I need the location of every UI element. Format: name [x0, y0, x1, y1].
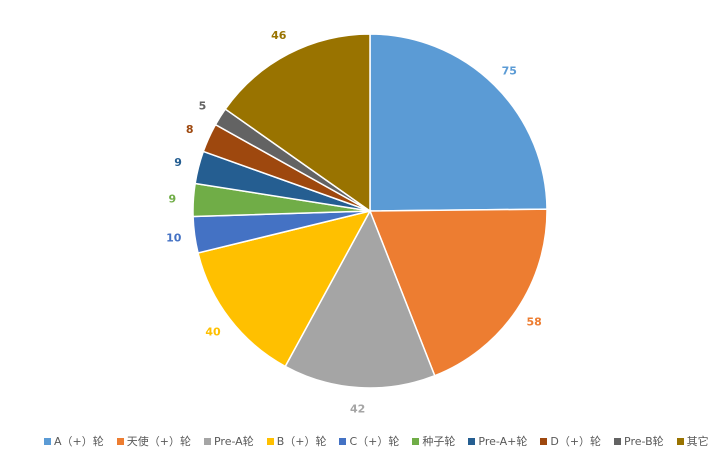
data-label: 8 [186, 123, 194, 136]
pie-slice-9 [224, 33, 371, 213]
legend-label: 种子轮 [422, 435, 456, 448]
legend-swatch [676, 437, 684, 445]
legend-label: Pre-A+轮 [478, 435, 528, 448]
legend-item: Pre-A+轮 [468, 433, 527, 449]
legend-label: D（+）轮 [550, 435, 602, 448]
legend-swatch [540, 437, 548, 445]
legend-swatch [468, 437, 476, 445]
legend-label: B（+）轮 [276, 435, 327, 448]
legend-swatch [203, 437, 211, 445]
data-label: 75 [502, 64, 517, 77]
data-label: 58 [527, 316, 542, 329]
legend-swatch [116, 437, 124, 445]
legend-swatch [412, 437, 420, 445]
legend-swatch [266, 437, 274, 445]
legend-label: Pre-A轮 [213, 435, 254, 448]
pie-slice-3 [197, 209, 372, 368]
legend-item: A（+）轮 [44, 433, 104, 449]
legend-item: 其它 [676, 433, 709, 449]
legend-label: 天使（+）轮 [126, 435, 191, 448]
pie-slice-1 [368, 208, 548, 377]
legend-item: B（+）轮 [266, 433, 327, 449]
legend-swatch [614, 437, 622, 445]
legend-item: Pre-A轮 [203, 433, 254, 449]
legend-item: C（+）轮 [339, 433, 399, 449]
legend-label: Pre-B轮 [624, 435, 664, 448]
data-label: 9 [169, 193, 177, 206]
legend-label: 其它 [686, 435, 709, 448]
legend-item: Pre-B轮 [614, 433, 664, 449]
data-label: 5 [199, 100, 207, 113]
data-label: 9 [174, 156, 182, 169]
data-label: 42 [350, 403, 365, 416]
legend: A（+）轮 天使（+）轮 Pre-A轮 B（+）轮 C（+）轮 种子轮 Pre-A+轮 D（+… [44, 433, 709, 449]
pie-slice-2 [284, 209, 436, 389]
legend-item: 种子轮 [412, 433, 455, 449]
data-label: 10 [166, 232, 182, 245]
legend-label: A（+）轮 [54, 435, 104, 448]
data-label: 40 [205, 326, 221, 339]
pie-slice-0 [369, 33, 548, 212]
legend-swatch [44, 437, 51, 445]
legend-item: D（+）轮 [540, 433, 601, 449]
legend-swatch [339, 437, 347, 445]
legend-label: C（+）轮 [349, 435, 400, 448]
data-label: 46 [271, 29, 287, 42]
legend-item: 天使（+）轮 [116, 433, 191, 449]
